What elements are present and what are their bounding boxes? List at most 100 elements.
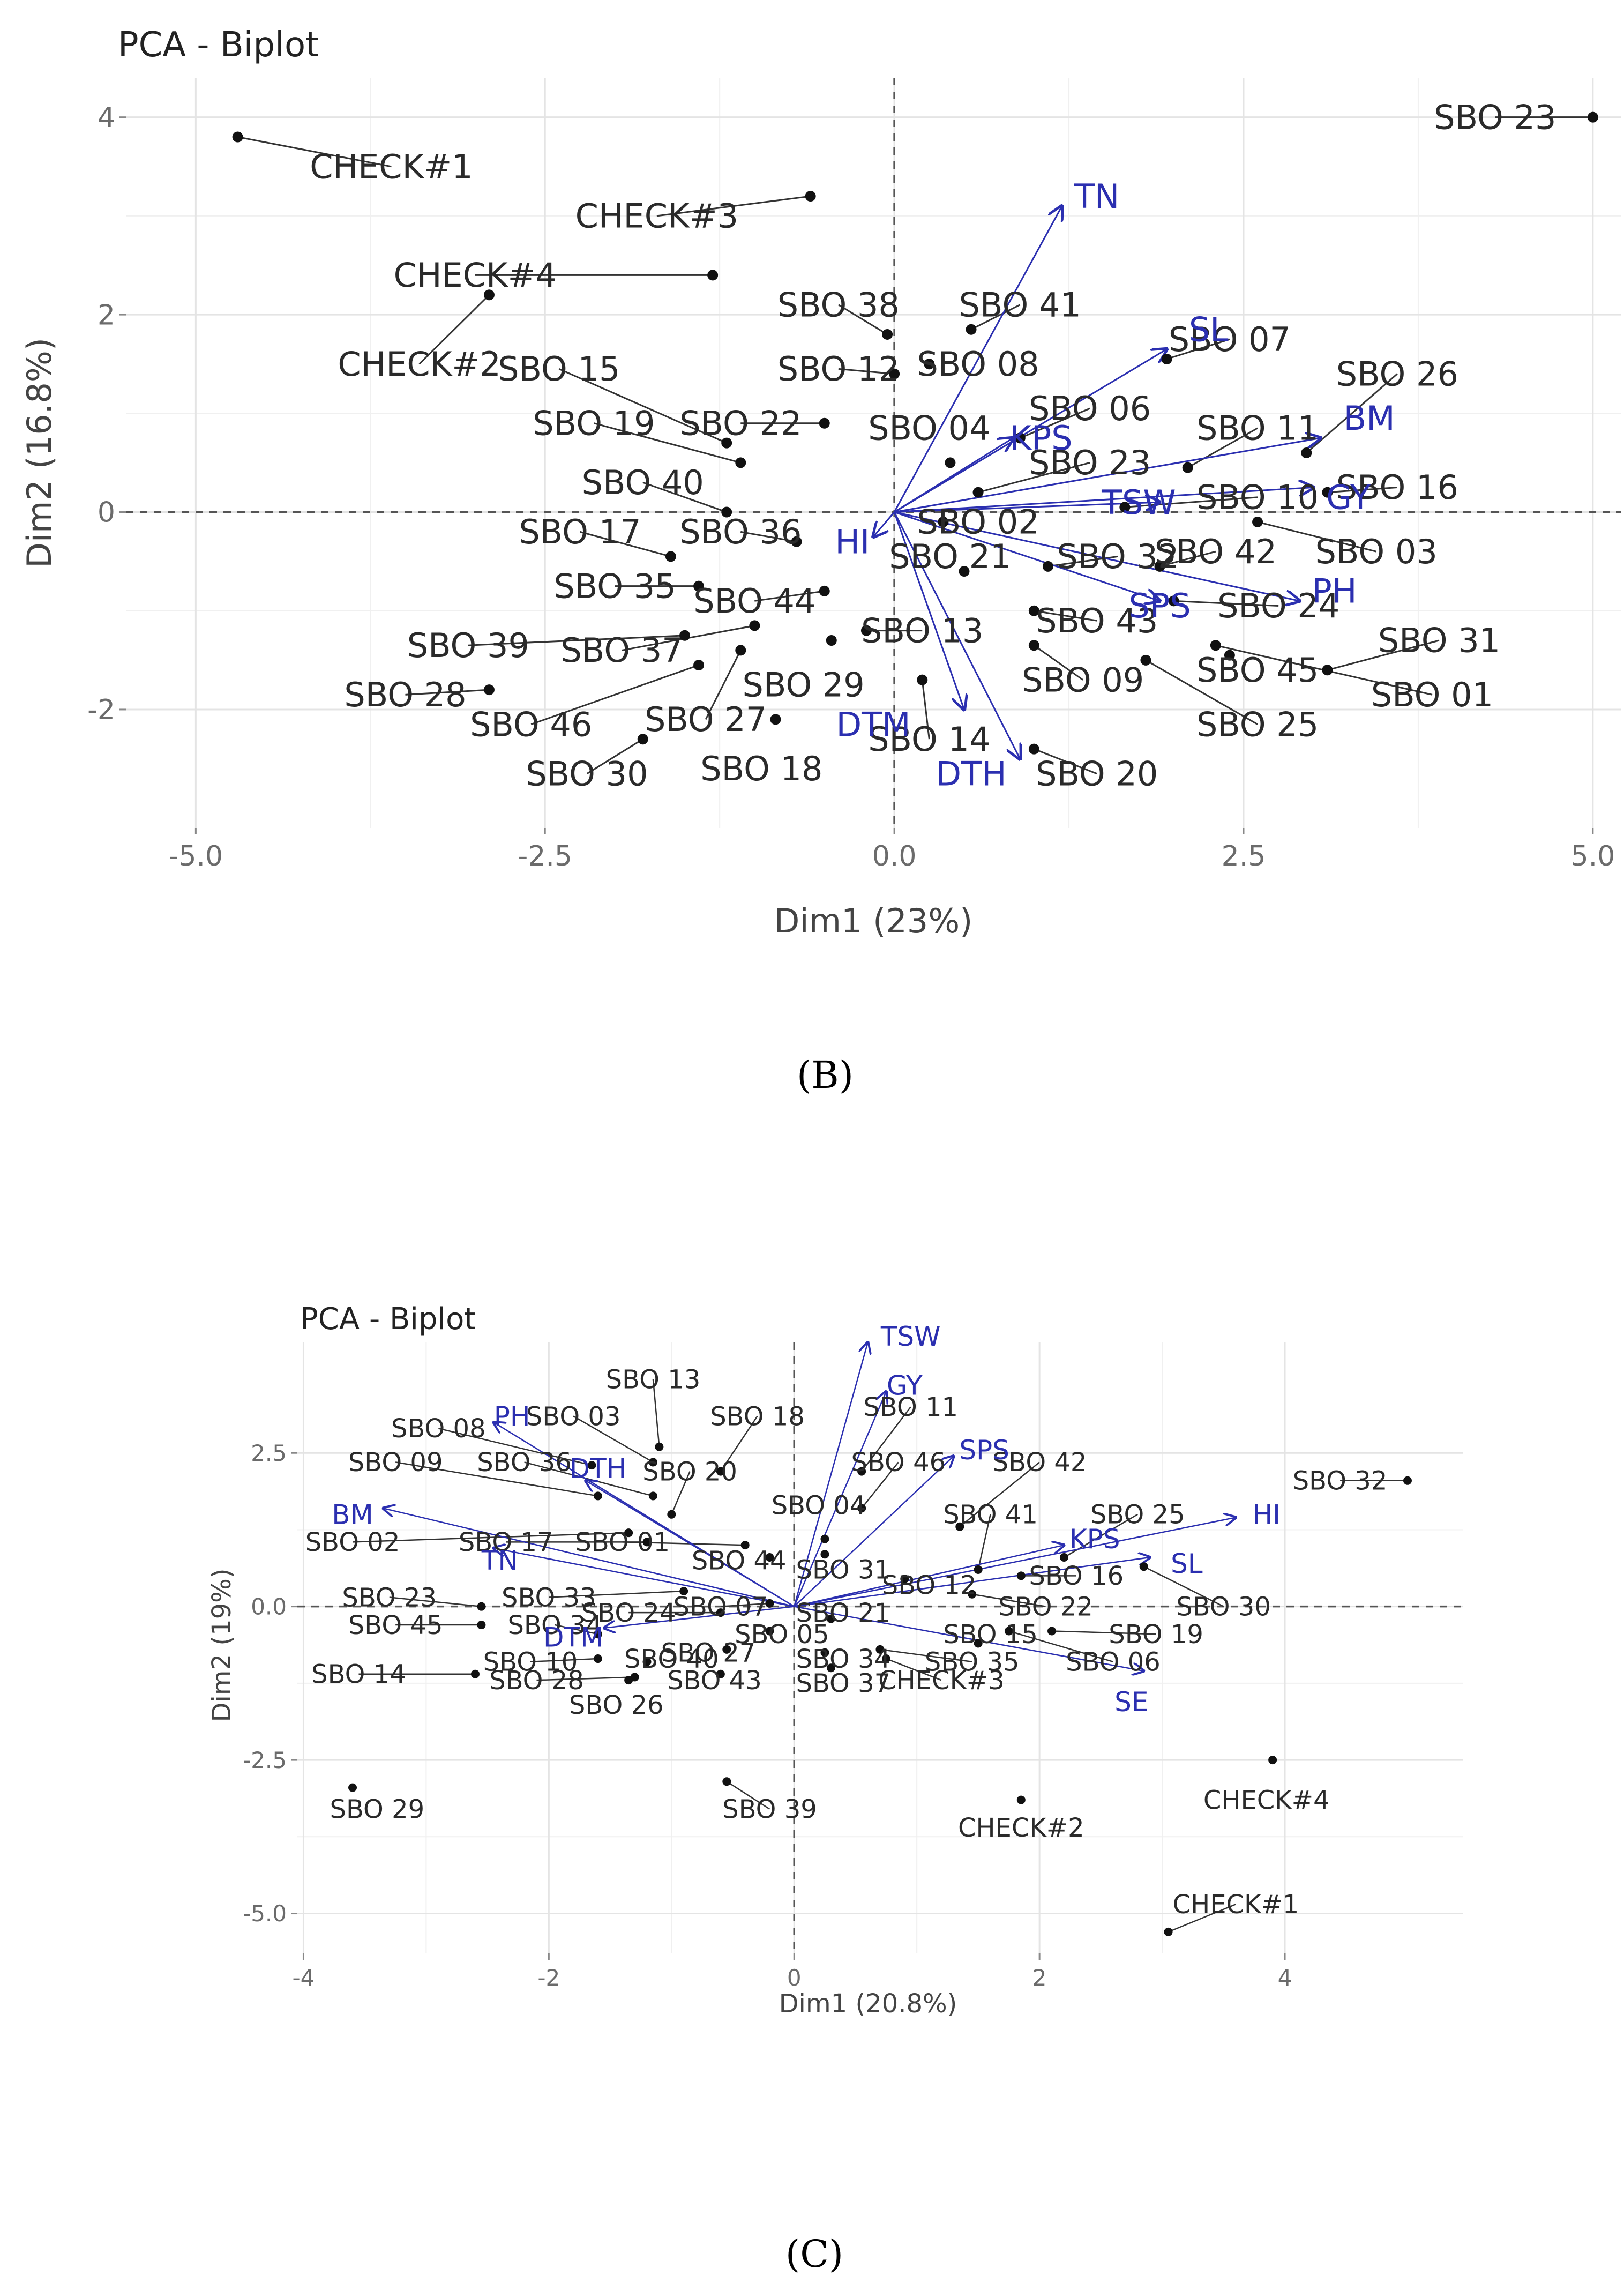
observation-points (232, 111, 1598, 755)
label-leader-line (1020, 407, 1090, 439)
label-leader-line (530, 1658, 598, 1663)
data-point (968, 1590, 977, 1599)
data-label: SBO 44 (693, 581, 815, 621)
variable-arrow-kps (894, 438, 1013, 513)
data-label: SBO 12 (882, 1570, 977, 1600)
label-leader-line (671, 1471, 691, 1515)
data-label: SBO 11 (1196, 409, 1319, 448)
data-point (593, 1654, 602, 1663)
label-leader-line (642, 481, 727, 513)
variable-label: BM (1344, 399, 1395, 438)
data-point (1322, 487, 1333, 498)
x-axis-label: Dim1 (23%) (774, 901, 973, 941)
data-point (477, 1621, 486, 1630)
variable-label: SL (1189, 310, 1229, 349)
data-point (955, 1522, 964, 1531)
data-label: CHECK#4 (1203, 1785, 1330, 1815)
data-label: SBO 12 (777, 349, 900, 389)
data-label: SBO 04 (772, 1490, 866, 1520)
data-label: SBO 02 (917, 503, 1039, 542)
data-point (765, 1599, 774, 1608)
data-point (749, 620, 760, 631)
data-point (716, 1608, 725, 1617)
data-label: SBO 06 (1029, 389, 1151, 428)
data-label: SBO 15 (498, 349, 620, 389)
data-label: SBO 38 (777, 285, 900, 324)
data-point (1224, 650, 1235, 661)
label-leader-line (1173, 600, 1279, 607)
x-axis-ticks: -5.0 -2.5 0.0 2.5 5.0 (169, 828, 1615, 872)
variable-label: GY (1326, 478, 1371, 517)
label-leader-line (720, 1602, 770, 1607)
data-point (735, 645, 746, 656)
data-point (819, 585, 830, 596)
variable-label: TSW (880, 1321, 941, 1352)
data-point (667, 1510, 676, 1519)
data-label: SBO 31 (1378, 621, 1500, 660)
label-leader-line (1143, 1566, 1224, 1607)
data-point (959, 566, 970, 577)
y-tick-label: 0.0 (251, 1593, 287, 1620)
label-leader-line (580, 531, 671, 557)
data-point (1016, 1795, 1026, 1804)
biplot-panel-b: PCA - Biplot -2 0 2 4 -5.0 -2.5 0.0 2.5 5.0 CHE… (20, 25, 1621, 1097)
variable-label: KPS (1069, 1524, 1120, 1555)
data-point (232, 131, 243, 143)
biplot-panel-c: PCA - Biplot -5.0 -2.5 0.0 2.5 -4 -2 0 2 4 SBO … (207, 1302, 1463, 2276)
label-leader-line (1159, 550, 1216, 568)
data-label: SBO 11 (863, 1392, 958, 1422)
data-label: SBO 23 (1434, 98, 1556, 137)
label-leader-line (558, 368, 727, 444)
label-leader-line (1327, 486, 1397, 494)
x-tick-label: -4 (293, 1965, 315, 1991)
observation-points (348, 1442, 1412, 1936)
data-label: SBO 21 (889, 537, 1011, 576)
variable-arrow-gy (894, 487, 1313, 513)
data-point (642, 1538, 652, 1547)
label-leader-line (1034, 610, 1097, 622)
data-label: SBO 19 (1109, 1620, 1203, 1650)
variable-arrows (873, 206, 1320, 759)
data-point (1161, 354, 1172, 364)
label-leader-line (720, 1415, 758, 1472)
data-label: SBO 37 (561, 631, 683, 670)
label-leader-line (438, 1428, 592, 1466)
data-label: SBO 28 (344, 675, 466, 714)
data-label: SBO 16 (1029, 1561, 1124, 1591)
data-point (679, 630, 690, 641)
data-label: SBO 42 (992, 1448, 1087, 1478)
label-leader-line (1034, 748, 1097, 775)
label-leader-line (1327, 639, 1440, 671)
x-tick-label: 2 (1032, 1965, 1047, 1991)
data-label: CHECK#3 (878, 1666, 1005, 1696)
data-label: SBO 23 (342, 1583, 437, 1613)
data-label: SBO 34 (507, 1610, 602, 1640)
data-point (1168, 595, 1179, 607)
y-axis-ticks: -5.0 -2.5 0.0 2.5 (243, 1440, 297, 1927)
data-label: SBO 20 (1036, 754, 1158, 793)
data-point (770, 714, 781, 725)
data-point (805, 191, 816, 202)
data-point (655, 1442, 664, 1451)
label-leader-line (921, 680, 930, 740)
data-label: SBO 30 (1176, 1592, 1271, 1622)
label-leader-line (1145, 659, 1258, 725)
data-label: SBO 13 (606, 1365, 701, 1395)
data-point (679, 1587, 688, 1596)
data-point (1042, 561, 1053, 572)
variable-label: PH (1312, 572, 1357, 611)
label-leader-line (977, 1514, 991, 1570)
data-point (860, 625, 872, 636)
data-point (624, 1528, 633, 1538)
data-label: CHECK#2 (958, 1813, 1084, 1843)
variable-label: DTH (936, 754, 1006, 793)
variable-arrow-tsw (894, 502, 1159, 513)
data-point (765, 1553, 774, 1562)
label-leader-line (1187, 427, 1258, 468)
label-leader-line (740, 531, 797, 543)
data-label: SBO 25 (1196, 705, 1319, 744)
data-point (1164, 1927, 1173, 1936)
data-label: SBO 43 (667, 1666, 762, 1696)
data-label: SBO 18 (700, 749, 822, 788)
variable-arrow-se (794, 1606, 1144, 1671)
